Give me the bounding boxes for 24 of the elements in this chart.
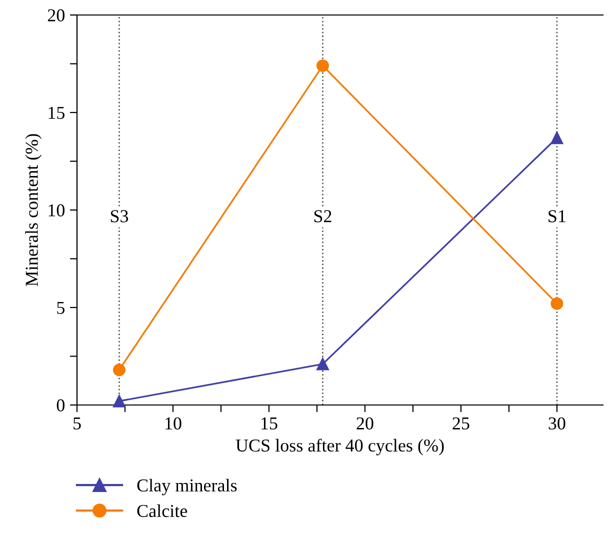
y-tick-label: 0 [56, 399, 65, 412]
ref-line-label: S3 [110, 210, 128, 222]
point [316, 59, 329, 72]
point [112, 364, 126, 376]
point [112, 394, 126, 408]
point [316, 358, 329, 370]
point [550, 132, 564, 144]
x-tick-label: 15 [262, 417, 278, 430]
point [550, 297, 564, 310]
ref-line-label: S2 [314, 210, 332, 222]
y-tick-label: 15 [48, 106, 64, 119]
y-tick-label: 20 [48, 9, 65, 22]
x-tick-label: 20 [356, 417, 374, 430]
x-tick-label: 25 [452, 417, 470, 430]
ref-line-label: S1 [548, 210, 566, 222]
x-axis-title: UCS loss after 40 cycles (%) [236, 438, 444, 456]
y-tick-label: 10 [48, 204, 65, 216]
y-axis-title: Minerals content (%) [25, 134, 42, 286]
legend-label: Clay minerals [137, 478, 237, 496]
y-tick-label: 5 [57, 302, 64, 314]
x-tick-label: 30 [548, 417, 566, 430]
x-tick-label: 5 [74, 418, 81, 430]
legend-label: Calcite [137, 504, 188, 518]
x-tick-label: 10 [166, 417, 182, 430]
